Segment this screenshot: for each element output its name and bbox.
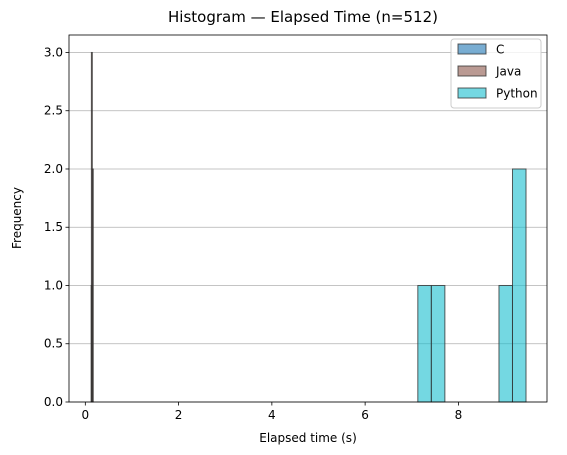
y-axis-ticks: 0.0 0.5 1.0 1.5 2.0 2.5 3.0 [44,45,69,409]
legend: C Java Python [450,38,542,109]
legend-swatch-c [457,43,487,55]
grid-lines [69,52,547,403]
y-tick-label: 1.5 [44,220,63,234]
bar-python-1 [430,284,446,403]
bar-java-1 [91,168,94,403]
x-axis-ticks: 0 2 4 6 8 [82,402,463,422]
x-tick-label: 2 [175,408,183,422]
y-axis-label: Frequency [10,187,24,249]
legend-label-c: C [496,43,504,57]
x-axis-label: Elapsed time (s) [259,431,357,445]
bar-python-0 [417,284,432,403]
y-tick-label: 3.0 [44,45,63,59]
y-tick-label: 0.5 [44,337,63,351]
x-tick-label: 0 [82,408,90,422]
legend-swatch-java [457,65,487,77]
plot-frame [68,34,548,403]
histogram-bars [90,51,527,403]
x-tick-label: 6 [361,408,369,422]
legend-swatch-python [457,87,487,99]
y-tick-label: 1.0 [44,278,63,292]
legend-label-java: Java [495,65,521,79]
legend-label-python: Python [496,87,538,101]
bar-python-3 [511,168,527,403]
chart-title: Histogram — Elapsed Time (n=512) [168,8,438,26]
y-tick-label: 2.5 [44,104,63,118]
x-tick-label: 8 [455,408,463,422]
bar-python-2 [498,284,513,403]
x-tick-label: 4 [268,408,276,422]
y-tick-label: 2.0 [44,162,63,176]
y-tick-label: 0.0 [44,395,63,409]
